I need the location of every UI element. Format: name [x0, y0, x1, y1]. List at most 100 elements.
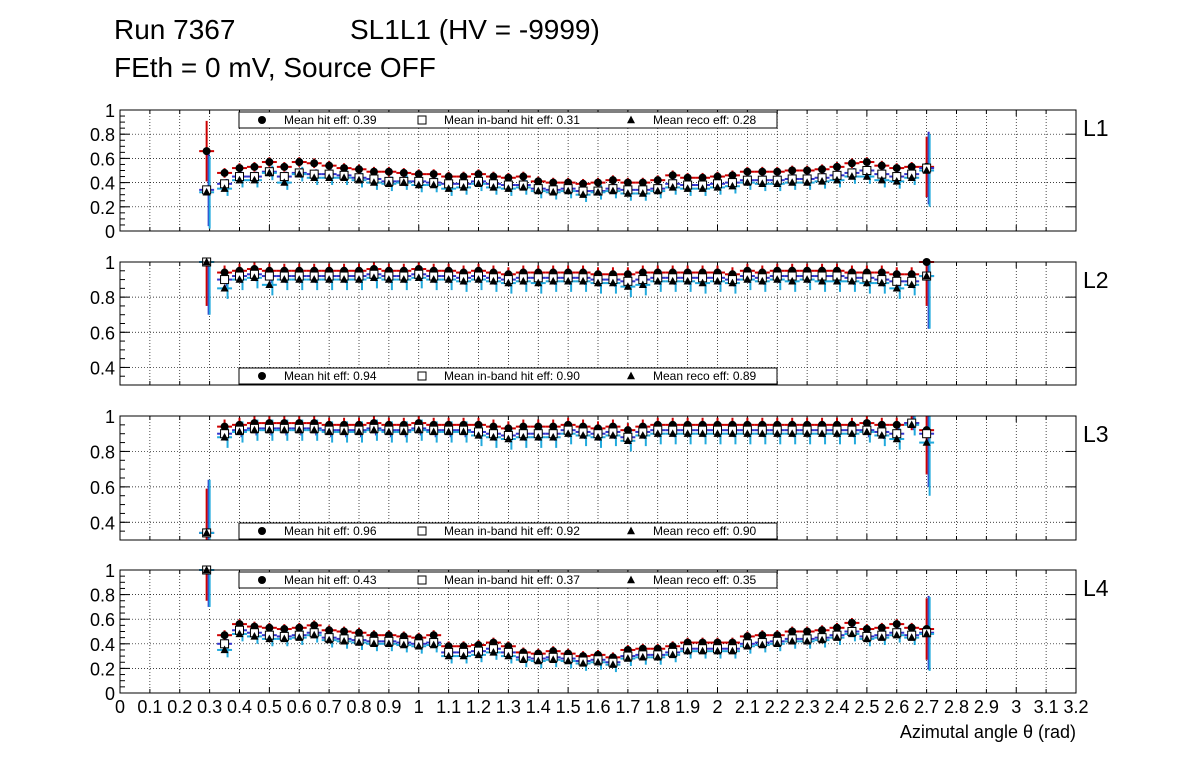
y-tick-label: 0.8 — [90, 586, 115, 606]
reco-point — [892, 630, 901, 639]
reco-point — [907, 280, 916, 289]
hit-point — [743, 632, 752, 641]
y-tick-label: 0.4 — [90, 635, 115, 655]
hit-point — [220, 168, 229, 177]
data-points — [199, 565, 935, 673]
hit-point — [355, 628, 363, 637]
reco-point — [474, 275, 483, 283]
reco-point — [474, 179, 483, 188]
reco-point — [220, 645, 229, 654]
reco-point — [429, 275, 438, 283]
legend: Mean hit eff: 0.96 Mean in-band hit eff: … — [238, 522, 778, 540]
reco-point — [265, 168, 274, 177]
hit-point — [713, 172, 722, 181]
reco-point — [653, 186, 662, 195]
reco-point — [758, 276, 767, 285]
reco-point — [325, 635, 334, 644]
hit-point — [474, 420, 483, 429]
x-tick-label: 3.2 — [1063, 697, 1088, 717]
reco-point — [534, 278, 543, 287]
x-tick-label: 0 — [115, 697, 125, 717]
reco-point — [877, 278, 886, 287]
hit-point — [489, 422, 498, 431]
hit-point — [534, 422, 543, 431]
reco-point — [773, 639, 782, 647]
reco-point — [818, 635, 827, 644]
reco-point — [877, 431, 886, 439]
reco-point — [265, 634, 274, 643]
reco-point — [549, 655, 558, 663]
reco-point — [728, 181, 737, 190]
reco-point — [788, 429, 797, 437]
reco-point — [504, 278, 513, 287]
hit-point — [892, 420, 901, 429]
reco-point — [295, 633, 304, 641]
reco-point — [892, 176, 901, 185]
grid — [120, 570, 1076, 693]
hit-point — [280, 625, 289, 634]
reco-point — [818, 176, 827, 185]
y-tick-label: 0.6 — [90, 323, 115, 343]
legend-inband-marker — [417, 371, 427, 381]
x-tick-label: 2.6 — [884, 697, 909, 717]
hit-point — [384, 167, 393, 176]
hit-point — [892, 620, 901, 629]
reco-point — [579, 659, 588, 667]
reco-point — [414, 641, 423, 650]
x-tick-label: 1.9 — [675, 697, 700, 717]
hit-point — [504, 424, 513, 433]
y-tick-label: 1 — [105, 561, 115, 581]
reco-point — [340, 636, 349, 645]
reco-point — [265, 425, 274, 434]
hit-point — [202, 147, 211, 156]
reco-point — [713, 429, 722, 437]
reco-point — [340, 173, 349, 181]
reco-point — [862, 634, 871, 643]
reco-point — [220, 184, 229, 192]
reco-point — [623, 282, 632, 290]
reco-point — [668, 429, 677, 437]
reco-point — [519, 276, 528, 285]
reco-point — [474, 431, 483, 439]
x-tick-label: 1.2 — [466, 697, 491, 717]
reco-point — [280, 178, 289, 186]
reco-point — [549, 432, 558, 441]
reco-point — [429, 640, 438, 649]
reco-point — [280, 634, 289, 643]
x-tick-label: 1.7 — [615, 697, 640, 717]
hit-point — [325, 626, 334, 635]
legend-hit-marker — [258, 372, 266, 380]
reco-point — [325, 275, 334, 283]
reco-point — [250, 632, 259, 640]
hit-point — [235, 164, 244, 173]
legend-inband-label: Mean in-band hit eff: 0.31 — [444, 113, 580, 127]
hit-point — [877, 420, 886, 429]
reco-point — [519, 432, 528, 441]
hit-point — [683, 173, 692, 182]
hit-point — [429, 170, 438, 179]
x-tick-label: 2.3 — [795, 697, 820, 717]
legend-hit-label: Mean hit eff: 0.96 — [284, 524, 377, 538]
x-tick-label: 3.1 — [1034, 697, 1059, 717]
reco-point — [907, 173, 916, 181]
reco-point — [220, 432, 229, 441]
reco-point — [414, 273, 423, 282]
legend-hit-marker — [258, 116, 266, 124]
reco-point — [922, 629, 931, 638]
layer-label: L1 — [1083, 115, 1109, 141]
y-tick-label: 1 — [105, 253, 115, 273]
reco-point — [295, 275, 304, 283]
hit-point — [459, 172, 468, 181]
reco-point — [683, 429, 692, 437]
y-tick-label: 0.6 — [90, 478, 115, 498]
reco-point — [653, 652, 662, 661]
x-tick-label: 1.4 — [526, 697, 551, 717]
x-tick-label: 1.5 — [556, 697, 581, 717]
reco-point — [683, 646, 692, 655]
reco-point — [399, 640, 408, 649]
reco-point — [638, 280, 647, 289]
reco-point — [280, 275, 289, 283]
reco-point — [489, 648, 498, 656]
reco-point — [504, 651, 513, 660]
reco-point — [564, 656, 573, 665]
